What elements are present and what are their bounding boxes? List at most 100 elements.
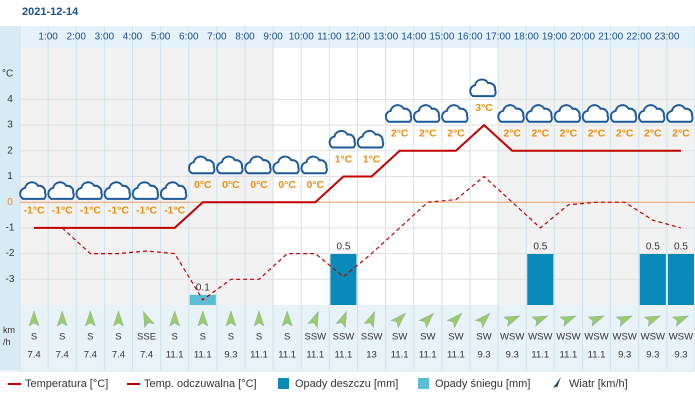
weather-icon	[638, 104, 666, 123]
wind-speed: 11.1	[419, 350, 437, 361]
weather-icon	[553, 104, 581, 123]
wind-arrow	[143, 310, 155, 329]
wind-arrow	[363, 310, 375, 329]
arrow-shape	[225, 310, 237, 327]
arrow-shape	[671, 315, 690, 327]
hour-label: 16:00	[457, 32, 482, 43]
hour-label: 3:00	[95, 32, 115, 43]
temperature-line	[34, 123, 681, 229]
weather-icon	[666, 104, 694, 123]
temp-label: 0°C	[250, 179, 268, 191]
hour-label: 15:00	[429, 32, 454, 43]
hour-label: 4:00	[123, 32, 143, 43]
cloud	[244, 155, 272, 175]
wind-speed: 11.1	[391, 350, 409, 361]
temp-label: -1°C	[164, 205, 186, 217]
hour-label: 14:00	[401, 32, 426, 43]
hour-label: 1:00	[38, 32, 58, 43]
wind-speed: 9.3	[618, 350, 631, 361]
temp-label: 2°C	[532, 128, 550, 140]
weather-icon	[469, 78, 497, 98]
wind-arrow	[169, 310, 181, 327]
temp-label: -1°C	[24, 205, 46, 217]
cloud	[103, 181, 131, 200]
weather-icon	[384, 104, 413, 123]
weather-icon	[47, 181, 75, 200]
hour-label: 17:00	[486, 32, 511, 43]
axis-band	[0, 26, 20, 370]
wind-direction: WSW	[641, 332, 665, 343]
cloud	[216, 155, 244, 175]
wind-direction: S	[87, 332, 93, 343]
temp-label: 2°C	[560, 128, 578, 140]
cloud	[300, 155, 328, 175]
arrow-shape	[307, 310, 319, 329]
cloud	[441, 104, 469, 123]
cloud	[525, 104, 553, 123]
temp-label: -1°C	[52, 205, 74, 217]
arrow-shape	[503, 315, 521, 327]
weather-icon	[75, 181, 103, 200]
wind-arrow	[225, 310, 237, 327]
wind-speed: 11.1	[560, 350, 578, 361]
wind-speed: 11.1	[335, 350, 353, 361]
hour-label: 12:00	[345, 32, 370, 43]
y-tick-label: 3	[7, 120, 13, 131]
wind-direction: S	[115, 332, 121, 343]
wind-speed: 11.1	[588, 350, 606, 361]
weather-icon	[300, 155, 328, 175]
wind-arrow	[615, 315, 633, 327]
wind-speed: 9.3	[477, 350, 490, 361]
chart-title: 2021-12-14	[22, 6, 79, 18]
wind-direction: WSW	[528, 332, 552, 343]
wind-direction: WSW	[500, 332, 524, 343]
hour-label: 6:00	[179, 32, 199, 43]
arrow-shape	[253, 310, 265, 327]
temp-label: -1°C	[108, 205, 130, 217]
hour-label: 2:00	[67, 32, 87, 43]
arrow-shape	[84, 310, 96, 327]
temp-label: 1°C	[335, 153, 353, 165]
weather-icon	[244, 155, 272, 175]
wind-arrow	[390, 312, 406, 329]
hour-label: 21:00	[598, 32, 623, 43]
legend-swatch	[553, 377, 561, 390]
cloud	[413, 104, 441, 123]
temp-label: -1°C	[136, 205, 158, 217]
legend-swatch	[278, 378, 289, 389]
hour-label: 10:00	[289, 32, 314, 43]
wind-speed: 11.1	[194, 350, 212, 361]
legend-label: Opady deszczu [mm]	[295, 378, 398, 390]
wind-speed: 13	[366, 350, 377, 361]
y-tick-label: 1	[7, 171, 13, 182]
wind-arrow	[503, 315, 521, 327]
wind-arrow	[112, 310, 124, 327]
cloud	[188, 155, 216, 175]
y-tick-label: -2	[6, 248, 15, 259]
wind-direction: SW	[476, 332, 491, 343]
hour-label: 18:00	[514, 32, 539, 43]
wind-speed: 9.3	[506, 350, 519, 361]
hour-label: 9:00	[263, 32, 283, 43]
wind-arrow	[281, 310, 293, 327]
hour-label: 5:00	[151, 32, 171, 43]
cloud	[497, 104, 525, 123]
bar-label: 0.5	[533, 242, 547, 253]
weather-icon	[272, 155, 300, 175]
wind-direction: WSW	[669, 332, 693, 343]
legend-swatch	[418, 378, 429, 389]
cloud	[553, 104, 581, 123]
temp-label: 2°C	[588, 128, 606, 140]
wind-arrow	[28, 310, 40, 327]
temp-label: -1°C	[80, 205, 102, 217]
cloud	[581, 104, 610, 123]
weather-icon	[19, 181, 47, 200]
cloud	[159, 181, 188, 200]
temp-label: 3°C	[475, 102, 493, 114]
wind-direction: WSW	[613, 332, 637, 343]
cloud	[609, 104, 638, 123]
wind-arrow	[559, 315, 577, 327]
wind-speed: 11.1	[250, 350, 268, 361]
cloud	[131, 181, 160, 200]
weather-icon	[581, 104, 610, 123]
